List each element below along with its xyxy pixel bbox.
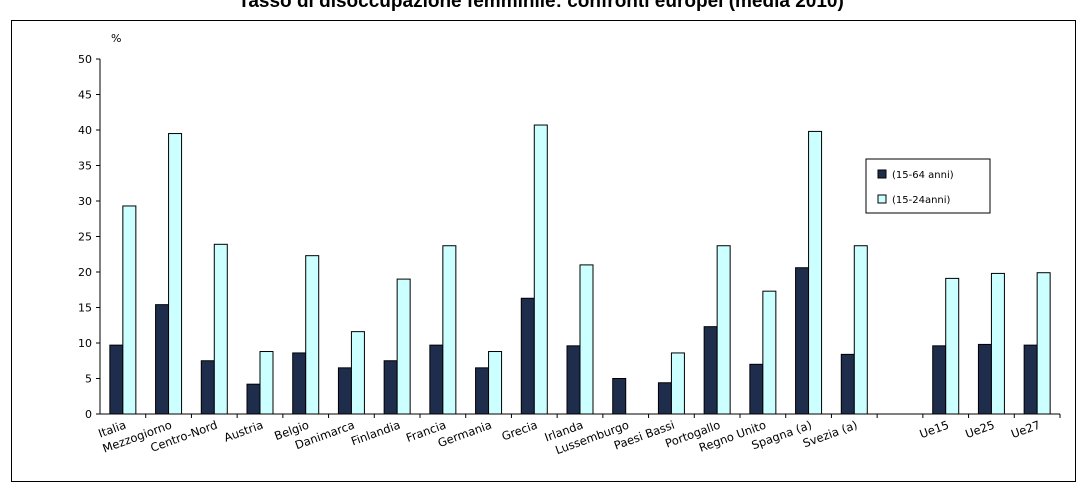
legend-swatch	[877, 194, 887, 204]
x-tick-label: Austria	[222, 418, 265, 445]
bar-15-24-belgio	[305, 255, 320, 415]
bar-15-24-grecia	[533, 124, 548, 415]
bar-15-24-francia	[442, 245, 457, 415]
chart-title: Tasso di disoccupazione femminile: confr…	[238, 0, 844, 12]
legend-swatch	[877, 169, 887, 179]
bar-15-24-regno-unito	[762, 290, 777, 415]
bar-15-64-svezia-a-	[840, 353, 855, 415]
bar-15-64-irlanda	[566, 345, 581, 415]
legend-box	[865, 158, 991, 214]
bar-15-24-portogallo	[716, 245, 731, 415]
y-tick-label: 5	[85, 373, 92, 386]
bar-15-64-lussemburgo	[612, 378, 627, 415]
bar-15-24-irlanda	[579, 264, 594, 415]
bar-15-64-regno-unito	[749, 363, 764, 415]
bar-15-64-ue15	[932, 345, 947, 415]
bar-15-64-danimarca	[337, 367, 352, 415]
bar-15-64-germania	[475, 367, 490, 415]
legend: (15-64 anni) (15-24anni)	[865, 158, 991, 214]
y-tick-label: 30	[78, 195, 92, 208]
bar-15-24-austria	[259, 351, 274, 415]
bar-15-24-ue25	[990, 272, 1005, 415]
bar-15-64-francia	[429, 344, 444, 415]
bar-15-24-finlandia	[396, 278, 411, 415]
y-axis: 0 5 10 15 20 25 30 35 40 45 50	[78, 53, 101, 421]
bar-15-24-ue15	[945, 277, 960, 415]
x-tick-label: Ue15	[918, 418, 951, 441]
y-tick-label: 40	[78, 124, 92, 137]
bar-15-24-germania	[488, 351, 503, 415]
y-tick-label: 35	[78, 160, 92, 173]
bar-15-64-italia	[109, 344, 124, 415]
bar-15-64-spagna-a-	[795, 267, 810, 415]
bar-15-64-centro-nord	[200, 360, 215, 415]
bars	[109, 124, 1051, 415]
legend-label: (15-24anni)	[892, 195, 951, 206]
x-tick-label: Ue27	[1009, 418, 1042, 441]
bar-15-64-mezzogiorno	[155, 304, 170, 415]
y-tick-label: 45	[78, 89, 92, 102]
y-tick-label: 0	[85, 408, 92, 421]
chart-frame	[11, 20, 1076, 482]
y-tick-label: 25	[78, 231, 92, 244]
legend-label: (15-64 anni)	[892, 170, 954, 181]
bar-15-64-ue25	[977, 343, 992, 415]
bar-15-24-spagna-a-	[808, 130, 823, 415]
bar-15-64-belgio	[292, 352, 307, 415]
bar-15-24-ue27	[1036, 272, 1051, 415]
bar-15-64-grecia	[520, 297, 535, 415]
y-tick-label: 10	[78, 337, 92, 350]
y-tick-label: 15	[78, 302, 92, 315]
bar-15-64-portogallo	[703, 326, 718, 415]
x-tick-label: Finlandia	[349, 418, 402, 449]
bar-15-24-danimarca	[350, 331, 365, 415]
x-tick-label: Ue25	[963, 418, 996, 441]
y-tick-label: 20	[78, 266, 92, 279]
x-tick-label: Grecia	[500, 418, 540, 444]
bar-15-24-mezzogiorno	[168, 133, 183, 415]
bar-15-24-centro-nord	[213, 243, 228, 415]
bar-15-24-paesi-bassi	[670, 352, 685, 415]
bar-15-24-svezia-a-	[853, 245, 868, 415]
bar-15-64-paesi-bassi	[657, 382, 672, 415]
bar-15-64-finlandia	[383, 360, 398, 415]
bar-15-64-ue27	[1023, 344, 1038, 415]
bar-15-64-austria	[246, 383, 261, 415]
y-tick-label: 50	[78, 53, 92, 66]
bar-15-24-italia	[122, 205, 137, 415]
y-axis-label: %	[111, 32, 121, 45]
